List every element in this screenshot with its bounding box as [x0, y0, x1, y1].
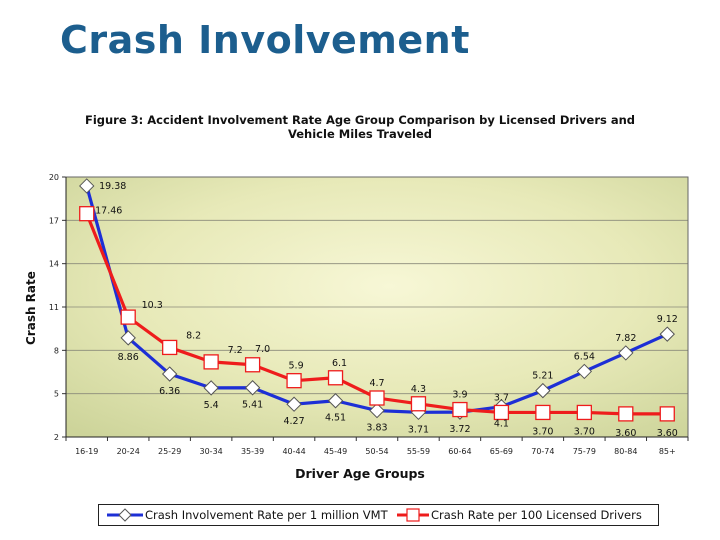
y-tick-label: 2	[54, 433, 59, 442]
data-point-square	[493, 404, 510, 421]
data-label-licensed: 4.3	[411, 384, 426, 395]
data-label-vmt: 5.21	[532, 371, 553, 382]
data-point-square	[452, 401, 468, 418]
y-tick-label: 14	[49, 260, 59, 269]
data-point-square	[162, 339, 178, 356]
y-tick-label: 20	[49, 173, 59, 182]
data-label-vmt: 4.51	[325, 413, 346, 424]
data-label-vmt: 6.36	[159, 386, 180, 397]
legend-label-vmt: Crash Involvement Rate per 1 million VMT	[145, 508, 388, 522]
y-tick-label: 11	[49, 303, 59, 312]
x-tick-label: 80-84	[614, 447, 637, 456]
chart-title-line-1: Figure 3: Accident Involvement Rate Age …	[84, 113, 636, 127]
legend-item-vmt: Crash Involvement Rate per 1 million VMT	[99, 505, 395, 525]
data-label-licensed: 3.60	[657, 428, 678, 439]
data-label-vmt: 3.72	[449, 424, 470, 435]
legend-marker-square-icon	[397, 508, 429, 522]
data-point-diamond	[535, 382, 551, 399]
data-label-vmt: 9.12	[657, 314, 678, 325]
x-tick-label: 85+	[659, 447, 676, 456]
data-label-vmt: 4.27	[283, 416, 304, 427]
y-tick-label: 5	[54, 390, 59, 399]
x-tick-label: 55-59	[407, 447, 430, 456]
x-tick-label: 70-74	[531, 447, 554, 456]
legend-marker-diamond-icon	[107, 508, 143, 522]
legend-label-licensed: Crash Rate per 100 Licensed Drivers	[431, 508, 642, 522]
data-point-square	[120, 309, 136, 325]
data-point-square	[203, 354, 219, 370]
data-label-vmt: 7.82	[615, 333, 636, 344]
data-point-diamond	[659, 326, 675, 342]
chart-title: Figure 3: Accident Involvement Rate Age …	[80, 113, 640, 141]
x-tick-label: 40-44	[282, 447, 305, 456]
data-point-square	[327, 370, 344, 386]
data-label-vmt: 3.83	[366, 423, 387, 434]
data-label-licensed: 3.70	[574, 426, 595, 437]
data-point-square	[79, 206, 95, 222]
data-label-vmt: 19.38	[99, 181, 126, 192]
data-label-vmt: 5.41	[242, 400, 263, 411]
x-tick-label: 30-34	[200, 447, 223, 456]
data-point-diamond	[576, 363, 593, 380]
data-label-licensed: 5.9	[289, 361, 304, 372]
data-point-square	[369, 390, 385, 406]
data-point-diamond	[244, 380, 261, 396]
x-axis-label: Driver Age Groups	[295, 466, 425, 481]
slide-title: Crash Involvement	[60, 18, 470, 62]
x-tick-label: 25-29	[158, 447, 181, 456]
data-point-diamond	[618, 345, 634, 361]
data-label-licensed: 7.2	[228, 345, 243, 356]
data-point-square	[576, 404, 592, 421]
data-point-square	[244, 357, 261, 373]
data-label-licensed: 4.7	[369, 378, 384, 389]
legend: Crash Involvement Rate per 1 million VMT…	[98, 504, 659, 526]
data-point-square	[618, 406, 634, 422]
data-label-vmt: 5.4	[204, 400, 219, 411]
data-point-diamond	[286, 396, 302, 412]
data-label-licensed: 3.7	[494, 392, 509, 403]
x-tick-label: 35-39	[241, 447, 264, 456]
data-point-diamond	[327, 393, 344, 409]
data-label-vmt: 3.71	[408, 424, 429, 435]
legend-item-licensed: Crash Rate per 100 Licensed Drivers	[395, 505, 642, 525]
data-point-square	[410, 396, 427, 412]
y-tick-label: 17	[49, 216, 59, 225]
data-point-diamond	[369, 402, 385, 419]
data-point-square	[659, 406, 675, 422]
data-label-licensed: 6.1	[332, 358, 347, 369]
data-label-vmt: 6.54	[574, 351, 595, 362]
data-point-square	[535, 404, 551, 421]
x-tick-label: 75-79	[573, 447, 596, 456]
x-tick-label: 60-64	[448, 447, 471, 456]
x-tick-label: 45-49	[324, 447, 347, 456]
x-tick-label: 50-54	[365, 447, 388, 456]
data-point-diamond	[203, 380, 219, 396]
x-tick-label: 65-69	[490, 447, 513, 456]
data-label-licensed: 3.9	[452, 390, 467, 401]
data-point-diamond	[161, 366, 178, 382]
data-label-licensed: 10.3	[142, 300, 163, 311]
data-label-vmt: 4.1	[494, 419, 509, 430]
data-label-licensed: 8.2	[186, 330, 201, 341]
chart-title-line-2: Vehicle Miles Traveled	[287, 127, 433, 141]
data-point-diamond	[120, 330, 136, 346]
y-tick-label: 8	[54, 346, 59, 355]
data-label-licensed: 3.70	[532, 426, 553, 437]
data-label-licensed: 3.60	[615, 428, 636, 439]
data-point-square	[286, 373, 302, 389]
x-tick-label: 20-24	[117, 447, 140, 456]
x-tick-label: 16-19	[75, 447, 98, 456]
data-label-vmt: 8.86	[118, 352, 139, 363]
data-label-licensed: 7.0	[255, 344, 270, 355]
data-point-diamond	[79, 178, 95, 194]
data-label-licensed: 17.46	[95, 206, 122, 217]
